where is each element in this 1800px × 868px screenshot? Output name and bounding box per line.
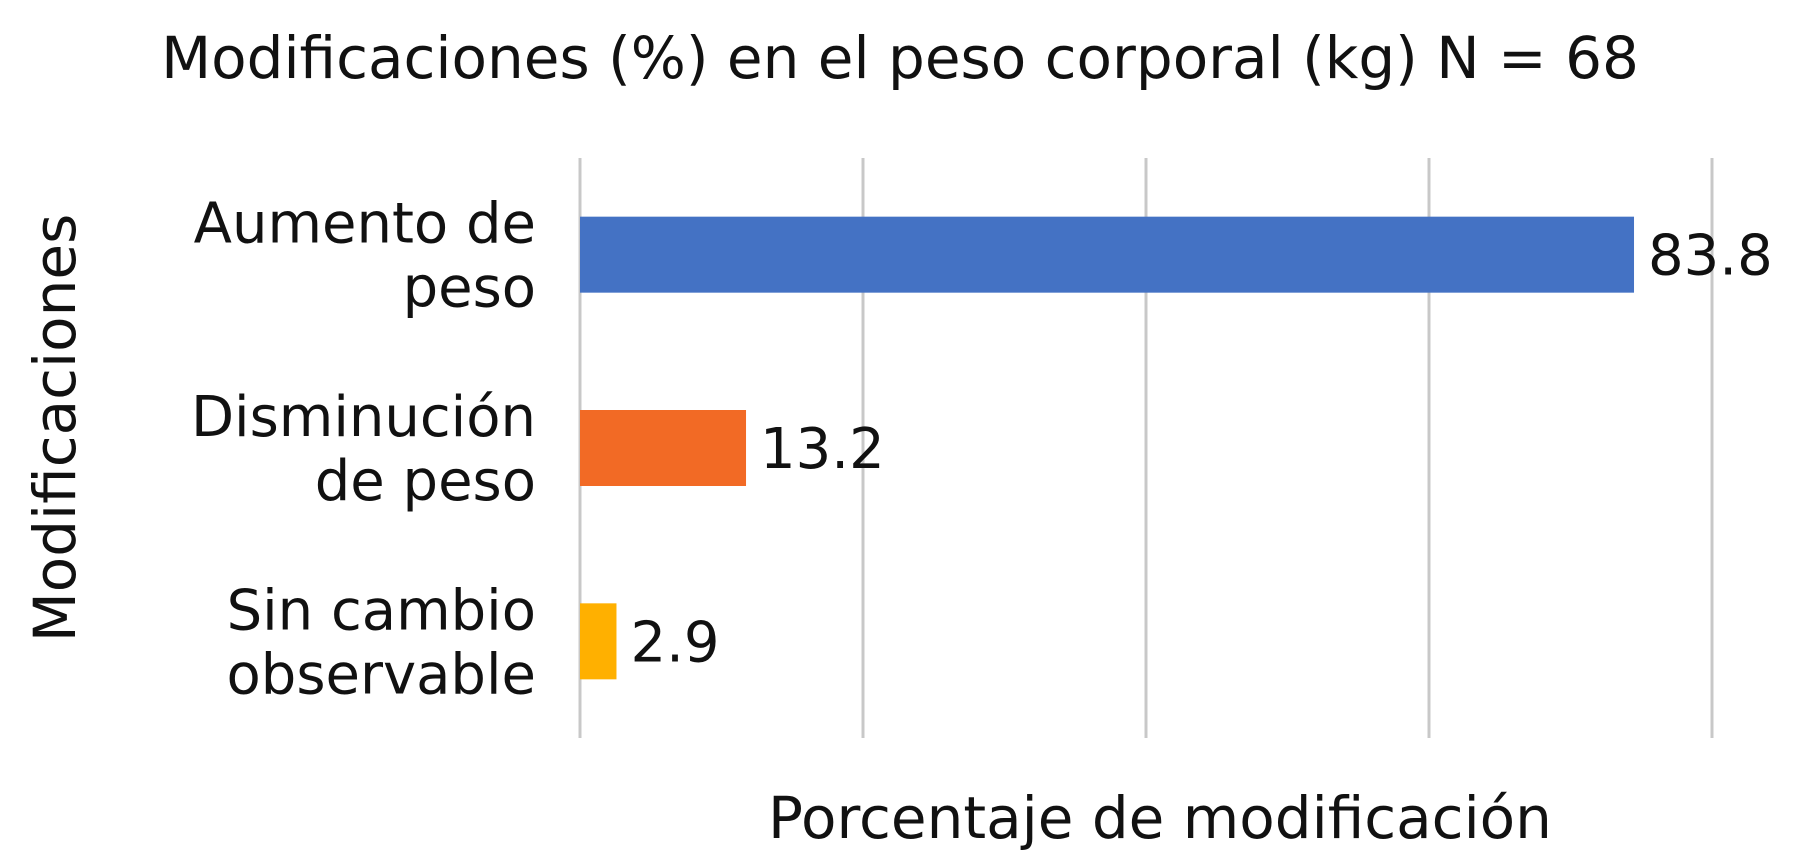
data-label-0: 83.8 bbox=[1648, 224, 1773, 289]
category-label-0-line-0: Aumento de bbox=[194, 192, 536, 257]
x-axis-title: Porcentaje de modificación bbox=[768, 784, 1552, 852]
data-labels: 83.8 13.2 2.9 bbox=[630, 224, 1772, 676]
bar-0 bbox=[580, 216, 1635, 293]
bar-1 bbox=[580, 410, 747, 486]
data-label-1: 13.2 bbox=[760, 417, 885, 482]
category-label-1-line-1: de peso bbox=[315, 449, 536, 514]
category-label-2-line-1: observable bbox=[227, 642, 536, 707]
y-axis-title: Modificaciones bbox=[21, 214, 89, 643]
bar-2 bbox=[580, 603, 617, 680]
bars bbox=[580, 216, 1635, 680]
category-label-2-line-0: Sin cambio bbox=[227, 578, 536, 643]
data-label-2: 2.9 bbox=[630, 610, 719, 675]
category-label-1-line-0: Disminución bbox=[191, 385, 536, 450]
chart-title: Modificaciones (%) en el peso corporal (… bbox=[161, 24, 1639, 92]
category-label-0-line-1: peso bbox=[403, 256, 536, 321]
